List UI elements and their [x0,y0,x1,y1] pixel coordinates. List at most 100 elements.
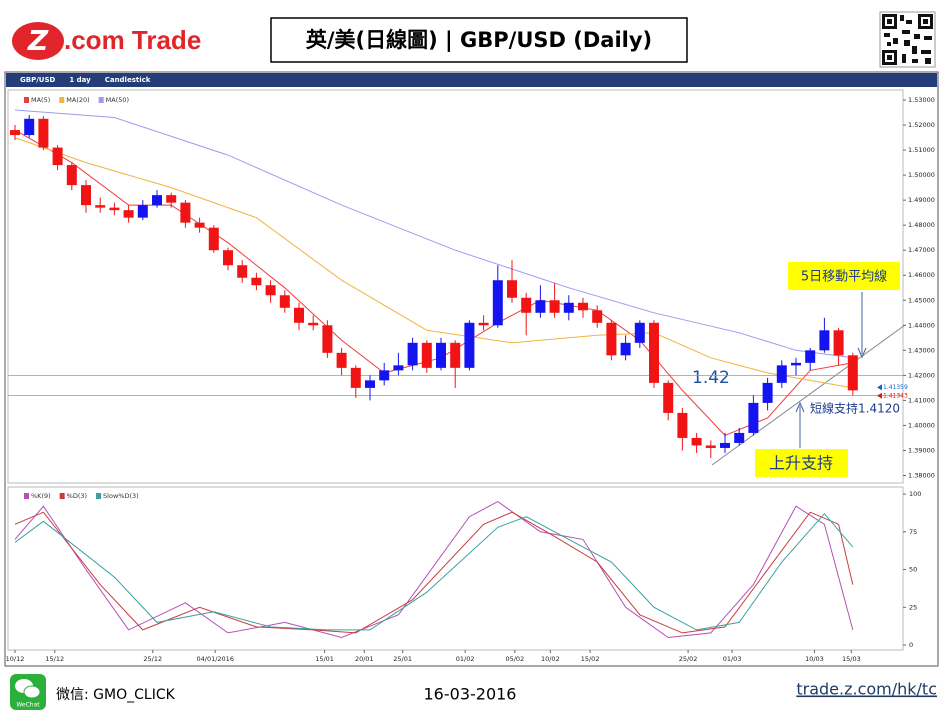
candle-body [492,280,503,326]
legend-label: MA(50) [106,96,129,104]
candle-body [294,307,304,323]
osc-tick-label: 0 [909,641,913,649]
wechat-id: 微信: GMO_CLICK [56,687,176,703]
logo-text: .com Trade [64,25,201,55]
y-tick-label: 1.42000 [908,371,935,379]
candle-body [634,322,645,343]
x-tick-label: 01/03 [723,655,742,663]
osc-tick-label: 75 [909,528,917,536]
candle-body [677,412,688,438]
x-tick-label: 25/01 [393,655,412,663]
candle-body [52,147,63,166]
ma-note-box [788,262,900,290]
y-tick-label: 1.48000 [908,221,935,229]
candle-body [66,165,77,186]
legend-label: Slow%D(3) [103,492,139,500]
candle-body [223,250,233,266]
stochastic-line [14,511,854,634]
candle-body [379,370,390,381]
candle-body [237,265,248,278]
price-label: 1.41343 [883,392,908,399]
y-tick-label: 1.40000 [908,421,935,429]
candle-body [791,362,801,366]
candle-body [24,118,35,136]
toolbar-item: 1 day [69,76,91,84]
candle-body [478,322,489,326]
candle-body [691,437,702,446]
candle-body [847,355,858,391]
candle-body [336,352,347,368]
candle-body [10,130,20,136]
candle-body [123,210,134,218]
title-box [270,17,688,63]
y-tick-label: 1.43000 [908,346,935,354]
site-link[interactable]: trade.z.com/hk/tc [796,680,937,699]
candle-body [507,280,517,298]
report-date: 16-03-2016 [424,685,517,704]
legend-label: MA(5) [31,96,50,104]
y-tick-label: 1.41000 [908,396,935,404]
ma-note: 5日移動平均線 [801,269,887,285]
candle-body [180,202,191,223]
y-tick-label: 1.44000 [908,321,935,329]
x-tick-label: 15/12 [45,655,64,663]
trend-note-box [755,449,848,477]
legend-swatch [24,97,29,103]
candle-body [705,445,716,448]
x-tick-label: 10/02 [541,655,560,663]
logo: Z .com Trade [12,22,201,60]
osc-tick-label: 25 [909,603,917,611]
x-tick-label: 04/01/2016 [196,655,233,663]
candle-body [95,205,106,208]
candle-body [208,227,219,251]
candle-body [279,295,290,308]
candle-body [421,342,432,368]
y-tick-label: 1.39000 [908,446,935,454]
candle-body [464,322,475,368]
candle-body [606,322,617,356]
candle-body [365,380,375,388]
candle-body [762,382,773,403]
legend-swatch [96,493,102,499]
support-arrowhead [795,401,805,413]
osc-tick-label: 100 [909,490,921,498]
candle-body [776,365,787,383]
candle-body [805,350,816,363]
candle-body [393,365,404,371]
trend-note: 上升支持 [769,454,833,473]
candle-body [663,382,674,413]
logo-mark: Z [27,24,49,57]
wechat-icon-label: WeChat [16,702,40,709]
candle-body [578,302,588,311]
y-tick-label: 1.45000 [908,296,935,304]
wechat-icon: WeChat [10,674,46,710]
x-tick-label: 10/03 [805,655,824,663]
candle-body [407,342,418,366]
y-tick-label: 1.51000 [908,146,935,154]
y-tick-label: 1.49000 [908,196,935,204]
support-note: 短線支持1.4120 [810,401,900,416]
candle-body [620,342,631,356]
candle-body [436,342,446,368]
candle-body [549,300,560,313]
candle-body [592,310,603,323]
y-tick-label: 1.47000 [908,246,935,254]
candle-body [109,207,120,211]
x-tick-label: 25/12 [143,655,162,663]
price-marker [877,384,882,391]
candle-body [265,285,276,296]
y-tick-label: 1.46000 [908,271,935,279]
toolbar-item: GBP/USD [20,76,55,84]
legend-label: %D(3) [67,492,87,500]
legend-swatch [59,97,65,103]
legend-swatch [98,97,104,103]
y-tick-label: 1.38000 [908,471,935,479]
x-tick-label: 15/02 [581,655,600,663]
candle-body [322,325,333,353]
y-tick-label: 1.50000 [908,171,935,179]
title: 英/美(日線圖) | GBP/USD (Daily) [306,28,652,53]
x-tick-label: 20/01 [355,655,374,663]
x-tick-label: 15/03 [842,655,861,663]
x-tick-label: 05/02 [505,655,524,663]
